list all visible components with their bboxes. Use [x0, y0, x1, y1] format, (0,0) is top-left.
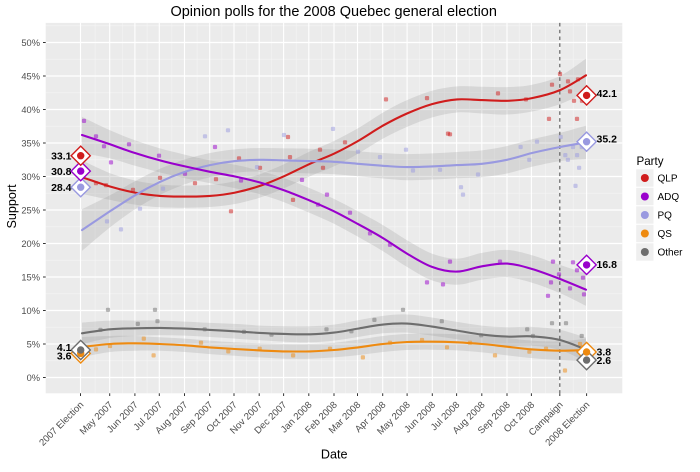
svg-text:Support: Support — [5, 184, 19, 229]
svg-text:0%: 0% — [27, 373, 40, 383]
svg-text:30%: 30% — [21, 172, 40, 182]
svg-text:2.6: 2.6 — [597, 355, 612, 367]
svg-text:10%: 10% — [21, 306, 40, 316]
svg-text:Other: Other — [658, 248, 684, 259]
svg-text:PQ: PQ — [658, 211, 673, 222]
svg-text:20%: 20% — [21, 239, 40, 249]
svg-text:45%: 45% — [21, 71, 40, 81]
svg-text:35.2: 35.2 — [597, 134, 618, 146]
svg-text:QLP: QLP — [658, 174, 678, 185]
svg-text:5%: 5% — [27, 339, 40, 349]
svg-text:15%: 15% — [21, 272, 40, 282]
svg-text:ADQ: ADQ — [658, 192, 680, 203]
svg-text:4.1: 4.1 — [57, 342, 72, 354]
svg-text:16.8: 16.8 — [597, 259, 618, 271]
svg-text:50%: 50% — [21, 38, 40, 48]
svg-text:30.8: 30.8 — [51, 166, 72, 178]
svg-text:25%: 25% — [21, 205, 40, 215]
svg-text:35%: 35% — [21, 138, 40, 148]
svg-text:3.8: 3.8 — [597, 346, 612, 358]
svg-text:40%: 40% — [21, 105, 40, 115]
svg-text:42.1: 42.1 — [597, 88, 618, 100]
svg-text:33.1: 33.1 — [51, 151, 72, 163]
svg-text:Opinion polls for the 2008 Que: Opinion polls for the 2008 Quebec genera… — [170, 4, 496, 20]
svg-text:Date: Date — [321, 448, 348, 462]
svg-text:QS: QS — [658, 229, 673, 240]
svg-text:3.6: 3.6 — [57, 350, 72, 362]
svg-text:28.4: 28.4 — [51, 182, 72, 194]
svg-text:Party: Party — [637, 155, 664, 168]
